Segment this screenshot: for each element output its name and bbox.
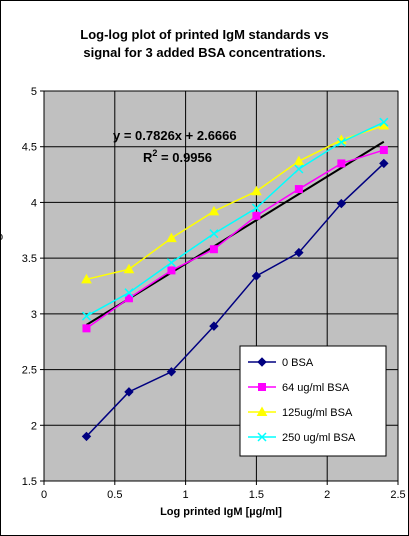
data-point [251, 271, 262, 281]
x-tick-label: 1 [183, 489, 189, 501]
r-squared-label: R2 = 0.9956 [143, 148, 212, 165]
chart-title-line-2: signal for 3 added BSA concentrations. [83, 45, 326, 60]
data-point [294, 185, 303, 194]
trendline-equation: y = 0.7826x + 2.6666 [113, 128, 237, 143]
chart-title-line-1: Log-log plot of printed IgM standards vs [80, 27, 329, 42]
legend-label: 250 ug/ml BSA [282, 432, 356, 444]
legend-swatch-marker [258, 383, 266, 391]
data-point [379, 146, 388, 155]
x-tick-label: 1.5 [249, 489, 264, 501]
series-2 [81, 120, 390, 284]
y-tick-label: 5 [31, 86, 37, 98]
r-squared-superscript: 2 [152, 148, 157, 158]
data-point [337, 159, 346, 168]
x-marker-stroke [251, 203, 261, 213]
data-point [293, 155, 305, 166]
x-marker-stroke [257, 432, 267, 442]
data-point [166, 258, 176, 268]
data-point [209, 245, 218, 254]
data-point [166, 367, 177, 377]
data-point [124, 294, 133, 303]
data-point [81, 273, 92, 284]
legend-item: 250 ug/ml BSA [248, 432, 356, 444]
x-marker-stroke [124, 288, 134, 298]
tick-labels: 1.5 2 2.5 3 3.5 4 4.5 5 0 0.5 1 1.5 2 2.5 [22, 86, 406, 501]
data-point [251, 185, 262, 196]
r-squared-r: R [143, 150, 153, 165]
x-tick-label: 2.5 [390, 489, 405, 501]
series-3 [81, 117, 389, 321]
y-axis-title-fragment: o [0, 231, 3, 243]
y-tick-label: 1.5 [22, 476, 37, 488]
data-point [209, 321, 219, 331]
x-axis-title: Log printed IgM [µg/ml] [160, 506, 282, 518]
legend-label: 125ug/ml BSA [282, 407, 353, 419]
data-point [209, 229, 219, 239]
data-point [124, 288, 134, 298]
series-layer [81, 117, 390, 442]
data-point [81, 311, 92, 321]
y-tick-label: 3.5 [22, 253, 37, 265]
legend-label: 64 ug/ml BSA [282, 382, 350, 394]
r-squared-value: = 0.9956 [157, 150, 212, 165]
legend-swatch-marker [257, 432, 267, 442]
data-point [81, 431, 92, 442]
series-0 [81, 158, 389, 442]
series-line [85, 162, 385, 437]
legend-label: 0 BSA [282, 357, 314, 369]
series-line [86, 124, 385, 281]
data-point [252, 211, 261, 220]
x-marker-stroke [336, 137, 346, 147]
data-point [251, 203, 261, 213]
data-point [123, 263, 135, 274]
series-1 [82, 146, 388, 333]
x-tick-label: 2 [324, 489, 330, 501]
x-tick-label: 0 [41, 489, 47, 501]
legend: 0 BSA 64 ug/ml BSA 125ug/ml BSA 250 ug/ml B… [239, 345, 387, 457]
data-point [167, 266, 176, 275]
y-tick-label: 2.5 [22, 365, 37, 377]
legend-swatch-marker [256, 406, 268, 416]
series-line [86, 121, 385, 317]
legend-item: 125ug/ml BSA [248, 406, 353, 419]
data-point [336, 137, 346, 147]
series-line [86, 149, 385, 329]
data-point [208, 205, 220, 216]
x-marker-stroke [166, 258, 176, 268]
data-point [294, 164, 304, 174]
x-marker-stroke [294, 164, 304, 174]
data-point [294, 247, 304, 258]
axes [40, 90, 399, 485]
data-point [166, 232, 177, 243]
legend-swatch-marker [257, 357, 267, 367]
data-point [379, 117, 389, 127]
x-marker-stroke [379, 117, 389, 127]
y-tick-label: 3 [31, 309, 37, 321]
y-tick-label: 4.5 [22, 142, 37, 154]
data-point [82, 324, 91, 333]
x-marker-stroke [209, 229, 219, 239]
legend-item: 64 ug/ml BSA [248, 382, 350, 394]
y-tick-label: 2 [31, 420, 37, 432]
data-point [124, 387, 134, 397]
x-tick-label: 0.5 [107, 489, 122, 501]
data-point [379, 158, 389, 169]
data-point [336, 198, 347, 209]
x-marker-stroke [81, 311, 92, 321]
legend-item: 0 BSA [248, 357, 314, 369]
y-tick-label: 4 [31, 197, 37, 209]
